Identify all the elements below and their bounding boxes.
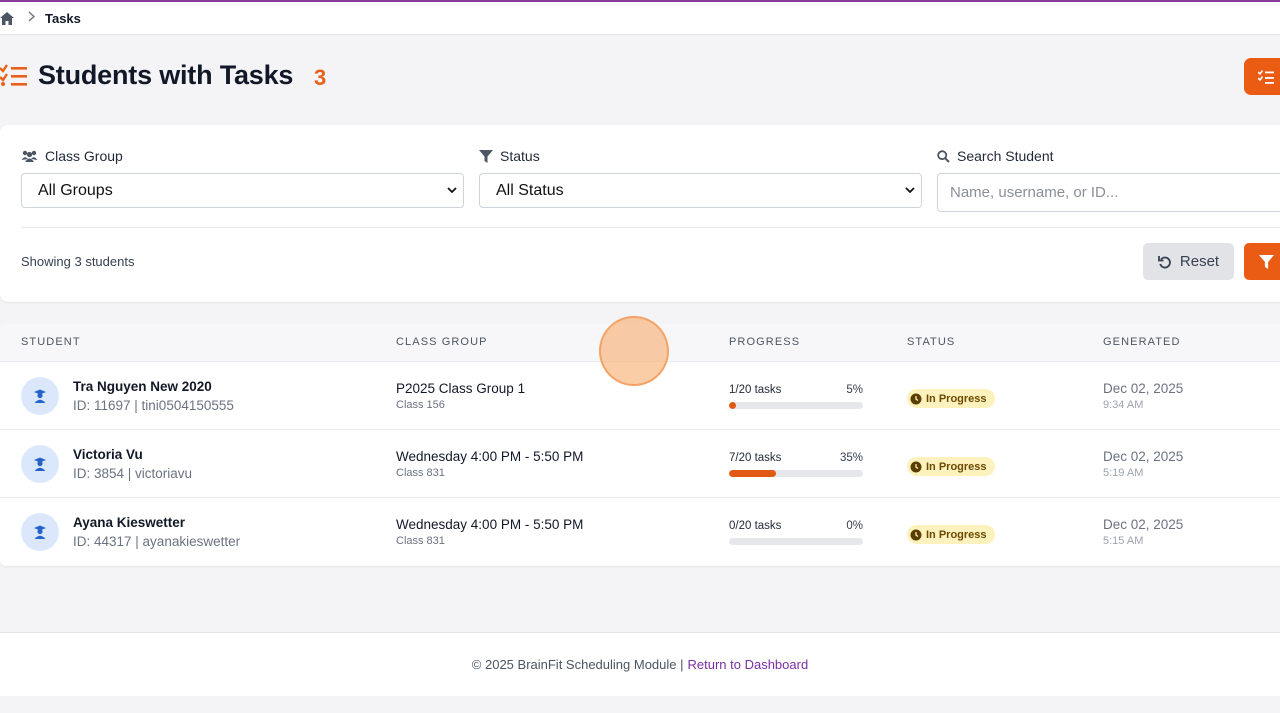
clock-icon (910, 393, 922, 404)
progress-fill (729, 402, 736, 409)
page-title: Students with Tasks (38, 60, 294, 90)
generated-time: 5:15 AM (1103, 535, 1144, 547)
class-name: Class 156 (396, 399, 445, 411)
class-group-name: Wednesday 4:00 PM - 5:50 PM (396, 517, 584, 532)
student-count: 3 (314, 65, 327, 90)
return-to-dashboard-link[interactable]: Return to Dashboard (687, 657, 809, 672)
generated-date: Dec 02, 2025 (1103, 381, 1184, 396)
status-badge: In Progress (907, 525, 995, 544)
column-header-progress[interactable]: PROGRESS (729, 336, 801, 348)
breadcrumb: Tasks (0, 2, 1280, 35)
home-icon[interactable] (0, 11, 14, 25)
filter-icon (479, 149, 493, 163)
student-name[interactable]: Tra Nguyen New 2020 (73, 379, 212, 394)
avatar (21, 445, 59, 483)
progress-percent: 0% (846, 520, 863, 532)
status-badge: In Progress (907, 457, 995, 476)
search-student-label: Search Student (937, 148, 1054, 164)
class-name: Class 831 (396, 467, 445, 479)
class-group-select[interactable]: All Groups (21, 173, 464, 208)
column-header-status[interactable]: STATUS (907, 336, 956, 348)
filter-icon (1259, 254, 1274, 269)
progress-tasks: 7/20 tasks (729, 452, 782, 464)
divider (21, 227, 1280, 228)
student-meta: ID: 44317 | ayanakieswetter (73, 534, 241, 549)
status-select[interactable]: All Status (479, 173, 922, 208)
generated-date: Dec 02, 2025 (1103, 517, 1184, 532)
class-name: Class 831 (396, 535, 445, 547)
reset-button[interactable]: Reset (1143, 243, 1234, 280)
chevron-right-icon (28, 11, 36, 25)
class-group-label: Class Group (21, 148, 123, 164)
breadcrumb-current: Tasks (45, 10, 81, 26)
column-header-generated[interactable]: GENERATED (1103, 336, 1181, 348)
generated-time: 5:19 AM (1103, 467, 1144, 479)
student-icon (34, 525, 46, 539)
status-badge: In Progress (907, 389, 995, 408)
tasks-list-icon (1258, 69, 1274, 84)
progress-tasks: 1/20 tasks (729, 384, 782, 396)
student-name[interactable]: Victoria Vu (73, 447, 143, 462)
users-icon (21, 150, 38, 162)
footer: © 2025 BrainFit Scheduling Module | Retu… (0, 632, 1280, 696)
footer-text: © 2025 BrainFit Scheduling Module | (471, 657, 684, 672)
table-row[interactable]: Victoria Vu ID: 3854 | victoriavu Wednes… (0, 430, 1280, 498)
clock-icon (910, 461, 922, 472)
class-group-name: Wednesday 4:00 PM - 5:50 PM (396, 449, 584, 464)
chevron-down-icon (447, 187, 457, 194)
progress-tasks: 0/20 tasks (729, 520, 782, 532)
clock-icon (910, 529, 922, 540)
progress-percent: 5% (846, 384, 863, 396)
student-icon (34, 389, 46, 403)
search-icon (937, 149, 950, 163)
progress-bar (729, 470, 863, 477)
chevron-down-icon (905, 187, 915, 194)
status-label: Status (479, 148, 540, 164)
click-indicator (599, 316, 669, 386)
progress-fill (729, 470, 776, 477)
student-name[interactable]: Ayana Kieswetter (73, 515, 186, 530)
task-list-button[interactable] (1244, 58, 1280, 95)
apply-filter-button[interactable] (1244, 243, 1280, 280)
avatar (21, 513, 59, 551)
progress-percent: 35% (839, 452, 863, 464)
top-accent-line (0, 0, 1280, 2)
progress-bar (729, 538, 863, 545)
filter-panel: Class Group All Groups Status All Status… (0, 125, 1280, 302)
undo-icon (1158, 255, 1171, 268)
student-icon (34, 457, 46, 471)
search-student-input[interactable] (937, 173, 1280, 212)
tasks-list-icon (0, 64, 28, 88)
table-row[interactable]: Tra Nguyen New 2020 ID: 11697 | tini0504… (0, 362, 1280, 430)
page-header: Students with Tasks 3 (0, 56, 1280, 100)
class-group-name: P2025 Class Group 1 (396, 381, 526, 396)
table-row[interactable]: Ayana Kieswetter ID: 44317 | ayanakieswe… (0, 498, 1280, 566)
generated-date: Dec 02, 2025 (1103, 449, 1184, 464)
column-header-class-group[interactable]: CLASS GROUP (396, 336, 488, 348)
avatar (21, 377, 59, 415)
student-meta: ID: 11697 | tini0504150555 (73, 398, 234, 413)
results-count: Showing 3 students (21, 254, 135, 269)
progress-bar (729, 402, 863, 409)
generated-time: 9:34 AM (1103, 399, 1144, 411)
column-header-student[interactable]: STUDENT (21, 336, 81, 348)
student-meta: ID: 3854 | victoriavu (73, 466, 193, 481)
